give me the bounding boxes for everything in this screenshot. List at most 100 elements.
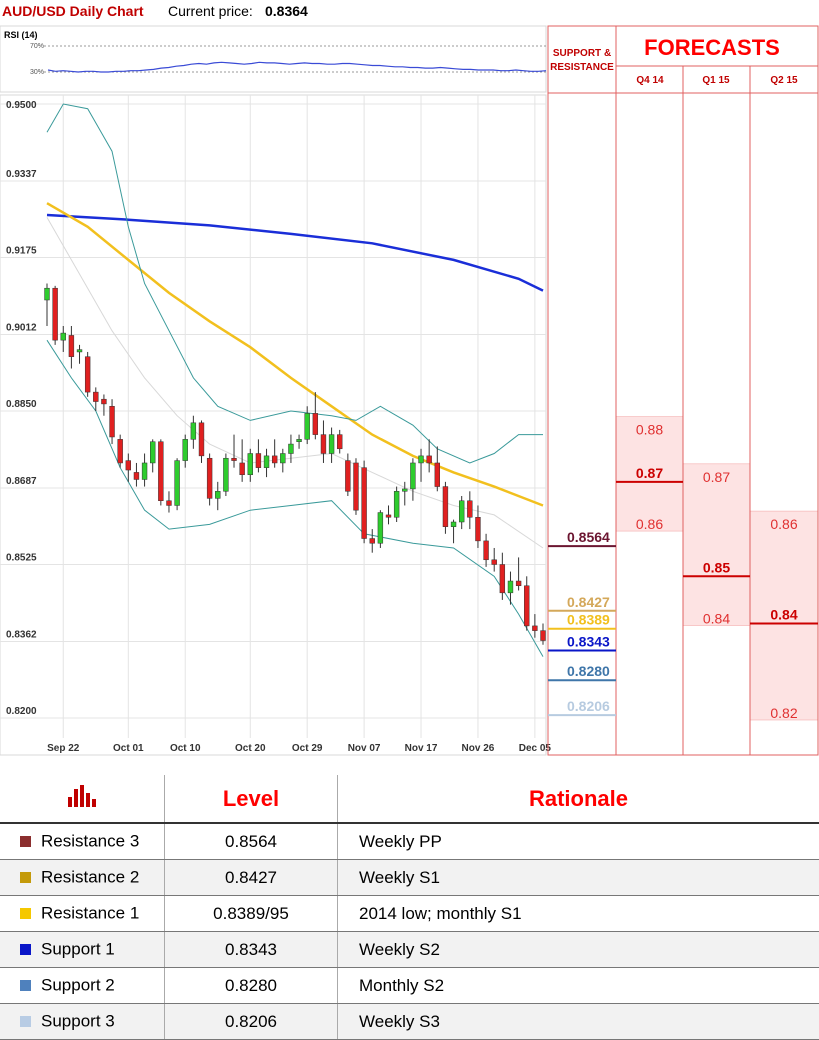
candle-body xyxy=(288,444,293,453)
rsi-panel: RSI (14) 70% 30% xyxy=(0,26,546,92)
row-rationale: Weekly S2 xyxy=(338,932,819,968)
candle-body xyxy=(362,468,367,539)
candle-body xyxy=(402,489,407,491)
candle-body xyxy=(142,463,147,480)
rsi-70-label: 70% xyxy=(30,43,44,50)
candle-body xyxy=(191,423,196,440)
candle-body xyxy=(272,456,277,463)
y-tick-label: 0.9012 xyxy=(6,322,37,333)
row-rationale: Weekly S1 xyxy=(338,860,819,896)
forecast-high-value: 0.87 xyxy=(703,469,730,485)
y-tick-label: 0.8362 xyxy=(6,629,37,640)
candle-body xyxy=(53,288,58,340)
forecast-mid-value: 0.87 xyxy=(636,465,663,481)
color-swatch xyxy=(20,836,31,847)
candle-body xyxy=(345,461,350,492)
candle-body xyxy=(240,463,245,475)
candle-body xyxy=(313,413,318,434)
candle-body xyxy=(134,472,139,479)
candle-body xyxy=(118,439,123,463)
color-swatch xyxy=(20,980,31,991)
x-tick-label: Oct 10 xyxy=(170,743,201,754)
forecast-range xyxy=(683,464,750,626)
candle-body xyxy=(484,541,489,560)
price-chart-frame xyxy=(0,95,546,755)
table-row: Support 1 0.8343 Weekly S2 xyxy=(0,932,819,968)
row-name: Support 1 xyxy=(41,940,115,959)
candle-body xyxy=(45,288,50,300)
forecast-high-value: 0.88 xyxy=(636,422,663,438)
row-rationale: Monthly S2 xyxy=(338,968,819,1004)
candle-body xyxy=(175,461,180,506)
rsi-30-label: 30% xyxy=(30,69,44,76)
candle-body xyxy=(280,454,285,463)
forecast-mid-value: 0.85 xyxy=(703,559,730,575)
table-row: Support 3 0.8206 Weekly S3 xyxy=(0,1004,819,1040)
candle-body xyxy=(427,456,432,463)
y-tick-label: 0.8525 xyxy=(6,553,37,564)
row-rationale: Weekly PP xyxy=(338,823,819,860)
candle-body xyxy=(329,435,334,454)
candle-body xyxy=(435,463,440,487)
rationale-header: Rationale xyxy=(338,775,819,823)
sr-level-label: 0.8343 xyxy=(567,633,610,649)
candle-body xyxy=(297,439,302,441)
y-tick-label: 0.8687 xyxy=(6,476,37,487)
row-level: 0.8564 xyxy=(165,823,338,860)
candle-body xyxy=(110,406,115,437)
candle-body xyxy=(419,456,424,463)
row-name: Support 2 xyxy=(41,976,115,995)
candle-body xyxy=(199,423,204,456)
candle-body xyxy=(126,461,131,470)
x-tick-label: Sep 22 xyxy=(47,743,80,754)
levels-table-header: Level Rationale xyxy=(0,775,819,823)
candle-body xyxy=(232,458,237,460)
forecast-col-q2-15: Q2 15 xyxy=(770,75,798,86)
candle-body xyxy=(354,463,359,510)
x-tick-label: Oct 29 xyxy=(292,743,323,754)
candle-body xyxy=(321,435,326,454)
candle-body xyxy=(508,581,513,593)
current-price-label: Current price: xyxy=(168,3,253,19)
row-rationale: 2014 low; monthly S1 xyxy=(338,896,819,932)
candle-body xyxy=(77,350,82,352)
sr-level-label: 0.8280 xyxy=(567,663,610,679)
price-chart: 0.95000.93370.91750.90120.88500.86870.85… xyxy=(0,95,551,755)
x-tick-label: Nov 17 xyxy=(405,743,438,754)
y-tick-label: 0.8200 xyxy=(6,706,37,717)
row-level: 0.8280 xyxy=(165,968,338,1004)
x-tick-label: Nov 07 xyxy=(348,743,381,754)
row-rationale: Weekly S3 xyxy=(338,1004,819,1040)
forecast-low-value: 0.84 xyxy=(703,611,730,627)
candle-body xyxy=(215,491,220,498)
x-tick-label: Dec 05 xyxy=(519,743,552,754)
row-name: Resistance 3 xyxy=(41,832,139,851)
x-tick-label: Oct 01 xyxy=(113,743,144,754)
candle-body xyxy=(256,454,261,468)
candle-body xyxy=(264,456,269,468)
sr-level-label: 0.8427 xyxy=(567,594,610,610)
candle-body xyxy=(467,501,472,518)
forecasts-title: FORECASTS xyxy=(644,35,780,60)
row-name: Resistance 2 xyxy=(41,868,139,887)
x-tick-label: Oct 20 xyxy=(235,743,266,754)
sr-title-line2: RESISTANCE xyxy=(550,62,614,73)
candle-body xyxy=(386,515,391,517)
forecast-low-value: 0.86 xyxy=(636,516,663,532)
current-price-value: 0.8364 xyxy=(265,3,308,19)
bar-chart-icon xyxy=(0,775,165,823)
forecast-col-q4-14: Q4 14 xyxy=(636,75,664,86)
candle-body xyxy=(337,435,342,449)
x-tick-label: Nov 26 xyxy=(462,743,495,754)
rsi-label: RSI (14) xyxy=(4,30,38,40)
color-swatch xyxy=(20,944,31,955)
forecast-panel: SUPPORT & RESISTANCE FORECASTS Q4 14 Q1 … xyxy=(548,26,818,755)
chart-title: AUD/USD Daily Chart xyxy=(2,3,144,19)
sr-level-label: 0.8206 xyxy=(567,698,610,714)
candle-body xyxy=(532,626,537,631)
forecast-mid-value: 0.84 xyxy=(770,607,797,623)
y-tick-label: 0.9175 xyxy=(6,246,37,257)
sr-title-line1: SUPPORT & xyxy=(553,48,611,59)
y-tick-label: 0.9500 xyxy=(6,100,37,111)
color-swatch xyxy=(20,872,31,883)
